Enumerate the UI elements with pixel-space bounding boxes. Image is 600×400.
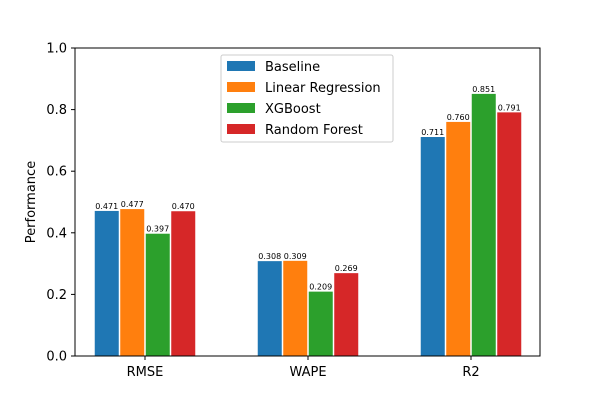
legend-swatch-xgboost — [227, 103, 255, 113]
legend: Baseline Linear Regression XGBoost Random F… — [220, 54, 394, 143]
data-label-baseline-rmse: 0.471 — [95, 202, 118, 211]
x-tick-label-r2: R2 — [462, 365, 479, 380]
data-label-linear-regression-wape: 0.309 — [284, 252, 307, 261]
y-tick-label-1-0: 1.0 — [46, 42, 67, 57]
data-label-random-forest-rmse: 0.470 — [172, 202, 195, 211]
bars-layer — [94, 93, 522, 356]
legend-label-linear-regression: Linear Regression — [265, 81, 381, 96]
data-label-random-forest-wape: 0.269 — [335, 264, 358, 273]
data-labels-layer: 0.471 0.477 0.397 0.470 0.308 0.309 0.209 0.269… — [95, 85, 520, 292]
data-label-xgboost-wape: 0.209 — [309, 283, 332, 292]
legend-label-xgboost: XGBoost — [265, 102, 321, 117]
bar-random-forest-rmse — [171, 211, 196, 356]
x-axis: RMSE WAPE R2 — [127, 356, 480, 380]
bar-baseline-r2 — [420, 137, 445, 356]
legend-frame — [220, 54, 394, 143]
bar-xgboost-wape — [308, 291, 333, 356]
legend-swatch-baseline — [227, 61, 255, 71]
data-label-linear-regression-rmse: 0.477 — [121, 200, 144, 209]
bar-xgboost-rmse — [145, 233, 170, 356]
y-tick-label-0-8: 0.8 — [46, 103, 67, 118]
y-tick-label-0-0: 0.0 — [46, 350, 67, 365]
legend-swatch-linear-regression — [227, 82, 255, 92]
legend-label-random-forest: Random Forest — [265, 123, 363, 138]
data-label-xgboost-rmse: 0.397 — [146, 225, 169, 234]
x-tick-label-rmse: RMSE — [127, 365, 164, 380]
data-label-linear-regression-r2: 0.760 — [447, 113, 470, 122]
data-label-baseline-wape: 0.308 — [258, 252, 281, 261]
y-tick-label-0-2: 0.2 — [46, 288, 67, 303]
legend-swatch-random-forest — [227, 124, 255, 134]
bar-baseline-wape — [257, 261, 282, 356]
bar-xgboost-r2 — [471, 93, 496, 356]
legend-label-baseline: Baseline — [265, 60, 320, 75]
bar-linear-regression-wape — [283, 260, 308, 356]
bar-linear-regression-r2 — [446, 121, 471, 356]
data-label-xgboost-r2: 0.851 — [472, 85, 495, 94]
data-label-baseline-r2: 0.711 — [421, 128, 444, 137]
bar-linear-regression-rmse — [120, 209, 145, 356]
y-axis-label: Performance — [24, 161, 39, 243]
data-label-random-forest-r2: 0.791 — [498, 103, 521, 112]
bar-random-forest-r2 — [497, 112, 522, 356]
y-axis: 0.0 0.2 0.4 0.6 0.8 1.0 — [46, 42, 75, 365]
bar-baseline-rmse — [94, 210, 119, 356]
y-tick-label-0-6: 0.6 — [46, 165, 67, 180]
bar-random-forest-wape — [334, 273, 359, 356]
x-tick-label-wape: WAPE — [289, 365, 326, 380]
y-tick-label-0-4: 0.4 — [46, 226, 67, 241]
